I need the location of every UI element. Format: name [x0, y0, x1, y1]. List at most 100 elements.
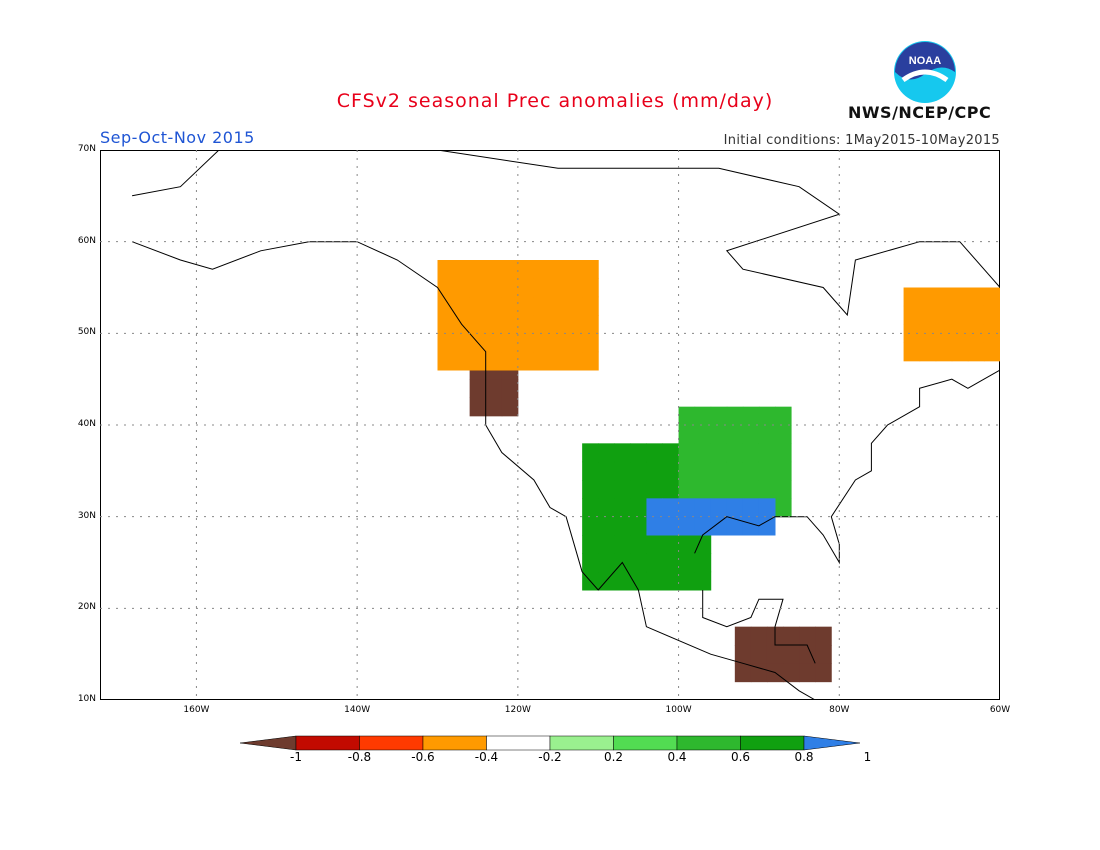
anomaly-cell: [783, 626, 800, 646]
anomaly-cell: [598, 535, 615, 554]
anomaly-cell: [517, 296, 535, 316]
anomaly-cell: [678, 516, 696, 536]
anomaly-cell: [775, 443, 792, 463]
lat-tick-label: 70N: [77, 144, 96, 154]
legend-label: -0.6: [411, 750, 435, 764]
initial-conditions-label: Initial conditions: 1May2015-10May2015: [723, 133, 1000, 148]
anomaly-cell: [742, 461, 760, 481]
anomaly-cell: [726, 406, 744, 426]
precipitation-map: [100, 150, 1000, 700]
anomaly-cell: [614, 571, 631, 591]
anomaly-cell: [582, 498, 599, 518]
legend-label: 0.8: [794, 750, 814, 764]
legend-swatch: [740, 735, 805, 751]
anomaly-cell: [967, 342, 985, 362]
anomaly-cell: [533, 333, 551, 353]
anomaly-cell: [951, 287, 969, 307]
lon-tick-label: 160W: [183, 705, 210, 715]
anomaly-cell: [485, 296, 503, 316]
anomaly-cell: [662, 498, 680, 518]
anomaly-cell: [469, 379, 487, 398]
anomaly-cell: [598, 480, 615, 499]
anomaly-cell: [501, 315, 519, 334]
anomaly-cell: [694, 516, 712, 536]
anomaly-cell: [630, 461, 647, 481]
anomaly-cell: [582, 443, 599, 463]
anomaly-cell: [694, 443, 712, 463]
anomaly-cell: [775, 480, 792, 499]
anomaly-cell: [983, 287, 1000, 307]
anomaly-cell: [598, 461, 615, 481]
anomaly-cell: [694, 553, 712, 573]
lat-tick-label: 50N: [77, 327, 96, 338]
anomaly-cell: [437, 296, 455, 316]
anomaly-cell: [646, 498, 663, 518]
anomaly-cell: [517, 315, 535, 334]
lon-tick-label: 140W: [344, 705, 371, 715]
anomaly-cell: [710, 443, 728, 463]
anomaly-cell: [903, 324, 921, 343]
anomaly-cell: [533, 260, 551, 279]
legend-label: -0.8: [347, 750, 372, 764]
legend-label: 1: [863, 750, 872, 764]
anomaly-cell: [485, 315, 503, 334]
anomaly-cell: [775, 425, 792, 444]
anomaly-cell: [694, 571, 712, 591]
legend-label: -1: [290, 750, 302, 764]
anomaly-cell: [582, 260, 599, 279]
lat-tick-label: 30N: [77, 510, 96, 521]
lon-tick-label: 60W: [989, 705, 1011, 715]
anomaly-cell: [678, 535, 696, 554]
anomaly-cell: [919, 287, 937, 307]
legend-swatch: [613, 735, 678, 751]
anomaly-cell: [646, 571, 663, 591]
anomaly-cell: [501, 278, 519, 298]
anomaly-cell: [469, 260, 487, 279]
legend-swatch: [486, 735, 551, 751]
anomaly-cell: [662, 535, 680, 554]
lat-tick-label: 10N: [77, 694, 96, 704]
anomaly-cell: [742, 406, 760, 426]
anomaly-cell: [678, 553, 696, 573]
lat-tick-label: 20N: [77, 602, 96, 613]
anomaly-cell: [758, 425, 776, 444]
anomaly-cell: [983, 305, 1000, 325]
coastline: [702, 590, 816, 664]
anomaly-cell: [775, 406, 792, 426]
anomaly-cell: [758, 406, 776, 426]
anomaly-cell: [485, 351, 503, 371]
anomaly-cell: [775, 461, 792, 481]
anomaly-cell: [630, 443, 647, 463]
anomaly-cell: [501, 296, 519, 316]
anomaly-cell: [726, 498, 744, 518]
coastline: [132, 150, 1000, 317]
anomaly-cell: [662, 516, 680, 536]
anomaly-cell: [750, 663, 768, 683]
anomaly-cell: [662, 553, 680, 573]
lon-tick-label: 120W: [504, 705, 531, 715]
anomaly-cell: [726, 443, 744, 463]
legend-colorbar: [240, 735, 860, 751]
anomaly-cell: [614, 535, 631, 554]
anomaly-cell: [566, 351, 583, 371]
anomaly-cell: [734, 626, 752, 646]
anomaly-cell: [598, 553, 615, 573]
anomaly-cell: [967, 324, 985, 343]
anomaly-cell: [662, 443, 680, 463]
anomaly-cell: [758, 498, 776, 518]
chart-title: CFSv2 seasonal Prec anomalies (mm/day): [336, 90, 774, 112]
anomaly-cell: [614, 516, 631, 536]
anomaly-cell: [983, 342, 1000, 362]
anomaly-cell: [550, 260, 567, 279]
anomaly-cell: [485, 278, 503, 298]
anomaly-cell: [582, 516, 599, 536]
anomaly-cell: [646, 461, 663, 481]
anomaly-cell: [815, 645, 832, 664]
anomaly-cell: [453, 333, 471, 353]
anomaly-cell: [614, 480, 631, 499]
anomaly-cell: [501, 379, 519, 398]
anomaly-cell: [742, 480, 760, 499]
lon-tick-label: 100W: [665, 705, 692, 715]
anomaly-cell: [485, 397, 503, 417]
anomaly-cell: [710, 425, 728, 444]
